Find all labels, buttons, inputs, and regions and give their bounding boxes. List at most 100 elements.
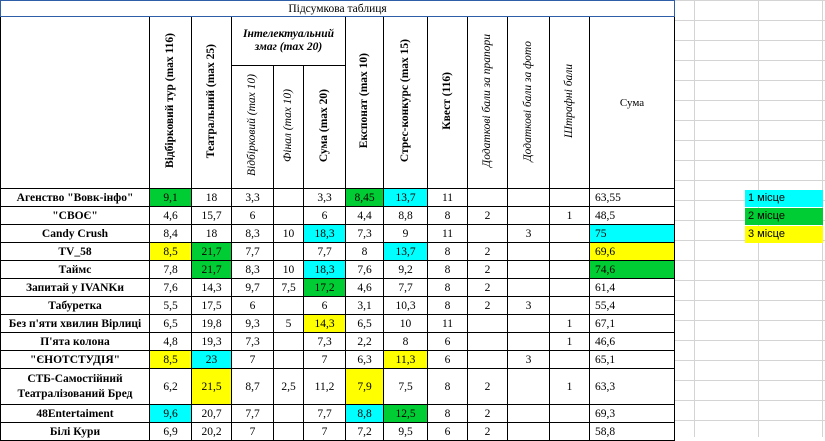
score-cell[interactable]: 8 <box>427 296 468 315</box>
score-cell[interactable]: 9,3 <box>231 314 274 333</box>
score-cell[interactable]: 21,7 <box>191 260 232 279</box>
score-cell[interactable]: 3,1 <box>345 296 384 315</box>
score-cell[interactable] <box>273 188 304 207</box>
score-cell[interactable]: 8,8 <box>345 404 384 423</box>
score-cell[interactable] <box>273 422 304 441</box>
score-cell[interactable] <box>273 296 304 315</box>
score-cell[interactable]: 3,3 <box>303 188 346 207</box>
score-cell[interactable]: 8,45 <box>345 188 384 207</box>
score-cell[interactable] <box>549 224 590 243</box>
score-cell[interactable]: 4,6 <box>149 206 192 225</box>
score-cell[interactable]: 6 <box>231 296 274 315</box>
score-cell[interactable]: 4,8 <box>149 332 192 351</box>
score-cell[interactable]: 9,6 <box>149 404 192 423</box>
score-cell[interactable]: 7,5 <box>273 278 304 297</box>
score-cell[interactable]: 1 <box>549 314 590 333</box>
score-cell[interactable] <box>507 188 550 207</box>
score-cell[interactable]: 2,2 <box>345 332 384 351</box>
score-cell[interactable] <box>507 206 550 225</box>
score-cell[interactable]: 7,3 <box>345 224 384 243</box>
score-cell[interactable] <box>549 242 590 261</box>
score-cell[interactable] <box>467 332 508 351</box>
score-cell[interactable]: 8 <box>427 260 468 279</box>
score-cell[interactable] <box>507 332 550 351</box>
score-cell[interactable]: 46,6 <box>589 332 675 351</box>
score-cell[interactable]: 2 <box>467 422 508 441</box>
team-name-cell[interactable]: Табуретка <box>0 296 150 315</box>
score-cell[interactable]: 13,7 <box>383 242 428 261</box>
score-cell[interactable]: 14,3 <box>191 278 232 297</box>
score-cell[interactable] <box>549 404 590 423</box>
score-cell[interactable]: 4,6 <box>345 278 384 297</box>
score-cell[interactable]: 8,5 <box>149 242 192 261</box>
score-cell[interactable]: 7 <box>303 350 346 369</box>
score-cell[interactable]: 7,8 <box>149 260 192 279</box>
team-name-cell[interactable]: 48Entertaiment <box>0 404 150 423</box>
score-cell[interactable]: 6,5 <box>149 314 192 333</box>
score-cell[interactable]: 2 <box>467 206 508 225</box>
score-cell[interactable]: 6 <box>427 422 468 441</box>
score-cell[interactable]: 69,3 <box>589 404 675 423</box>
score-cell[interactable]: 6,2 <box>149 368 192 405</box>
score-cell[interactable] <box>273 350 304 369</box>
score-cell[interactable]: 8 <box>427 404 468 423</box>
score-cell[interactable]: 21,5 <box>191 368 232 405</box>
score-cell[interactable]: 19,8 <box>191 314 232 333</box>
score-cell[interactable] <box>549 350 590 369</box>
team-name-cell[interactable]: Агенство "Вовк-інфо" <box>0 188 150 207</box>
score-cell[interactable]: 7 <box>303 422 346 441</box>
team-name-cell[interactable]: П'ята колона <box>0 332 150 351</box>
score-cell[interactable]: 61,4 <box>589 278 675 297</box>
team-name-cell[interactable]: СТБ-Самостійний Театралізований Бред <box>0 368 150 405</box>
score-cell[interactable]: 11 <box>427 188 468 207</box>
team-name-cell[interactable]: "СВОЄ" <box>0 206 150 225</box>
score-cell[interactable]: 5,5 <box>149 296 192 315</box>
score-cell[interactable]: 7,7 <box>231 404 274 423</box>
score-cell[interactable]: 8,3 <box>231 260 274 279</box>
score-cell[interactable]: 65,1 <box>589 350 675 369</box>
score-cell[interactable] <box>549 188 590 207</box>
score-cell[interactable]: 4,4 <box>345 206 384 225</box>
score-cell[interactable] <box>549 260 590 279</box>
score-cell[interactable]: 6 <box>303 206 346 225</box>
score-cell[interactable]: 1 <box>549 332 590 351</box>
score-cell[interactable] <box>507 314 550 333</box>
score-cell[interactable] <box>507 422 550 441</box>
score-cell[interactable]: 19,3 <box>191 332 232 351</box>
score-cell[interactable]: 6,3 <box>345 350 384 369</box>
score-cell[interactable]: 23 <box>191 350 232 369</box>
team-name-cell[interactable]: "ЄНОТСТУДІЯ" <box>0 350 150 369</box>
score-cell[interactable]: 3 <box>507 296 550 315</box>
score-cell[interactable]: 7,9 <box>345 368 384 405</box>
score-cell[interactable] <box>467 188 508 207</box>
score-cell[interactable]: 18 <box>191 188 232 207</box>
score-cell[interactable] <box>549 296 590 315</box>
score-cell[interactable]: 7,7 <box>231 242 274 261</box>
score-cell[interactable]: 6,9 <box>149 422 192 441</box>
score-cell[interactable]: 8 <box>427 242 468 261</box>
score-cell[interactable]: 5 <box>273 314 304 333</box>
score-cell[interactable]: 10 <box>273 260 304 279</box>
score-cell[interactable]: 2 <box>467 260 508 279</box>
score-cell[interactable]: 17,5 <box>191 296 232 315</box>
team-name-cell[interactable]: Білі Кури <box>0 422 150 441</box>
score-cell[interactable]: 11,2 <box>303 368 346 405</box>
score-cell[interactable]: 69,6 <box>589 242 675 261</box>
score-cell[interactable] <box>273 206 304 225</box>
score-cell[interactable]: 55,4 <box>589 296 675 315</box>
score-cell[interactable]: 7,2 <box>345 422 384 441</box>
score-cell[interactable]: 7,7 <box>303 404 346 423</box>
score-cell[interactable]: 2 <box>467 368 508 405</box>
score-cell[interactable]: 6 <box>231 206 274 225</box>
score-cell[interactable]: 67,1 <box>589 314 675 333</box>
team-name-cell[interactable]: Таймс <box>0 260 150 279</box>
score-cell[interactable]: 9,7 <box>231 278 274 297</box>
score-cell[interactable]: 15,7 <box>191 206 232 225</box>
score-cell[interactable]: 8 <box>345 242 384 261</box>
score-cell[interactable]: 8 <box>427 368 468 405</box>
score-cell[interactable]: 8,8 <box>383 206 428 225</box>
score-cell[interactable]: 11,3 <box>383 350 428 369</box>
score-cell[interactable] <box>507 260 550 279</box>
score-cell[interactable] <box>273 404 304 423</box>
score-cell[interactable]: 6 <box>427 350 468 369</box>
